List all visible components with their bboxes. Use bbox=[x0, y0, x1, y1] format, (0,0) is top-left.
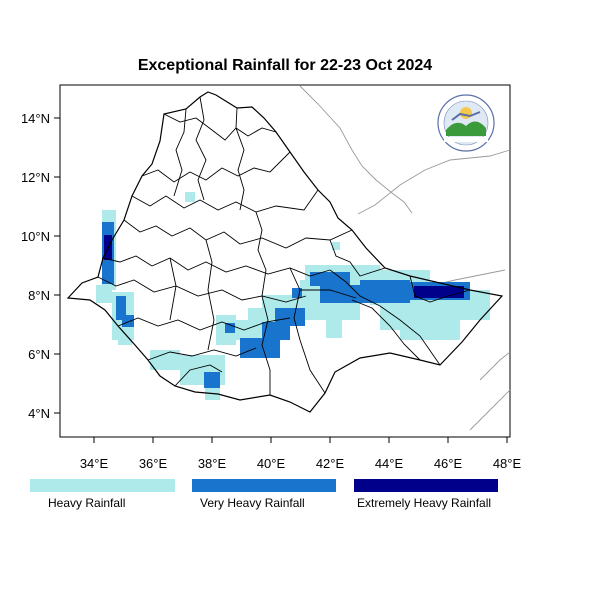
x-tick-label: 38°E bbox=[198, 456, 227, 471]
map-title: Exceptional Rainfall for 22-23 Oct 2024 bbox=[137, 57, 433, 74]
y-tick-label: 6°N bbox=[28, 347, 50, 362]
y-tick-label: 14°N bbox=[21, 111, 50, 126]
internal-boundaries bbox=[97, 96, 471, 395]
legend-swatch-very-heavy bbox=[192, 479, 336, 492]
y-axis-ticks bbox=[54, 117, 60, 414]
rainfall-cells bbox=[96, 192, 490, 400]
ethiopia-border bbox=[66, 91, 504, 413]
x-axis-ticks bbox=[93, 437, 508, 443]
y-tick-label: 4°N bbox=[28, 406, 50, 421]
x-tick-label: 36°E bbox=[139, 456, 168, 471]
y-tick-label: 8°N bbox=[28, 288, 50, 303]
y-axis-tick-labels: 4°N 6°N 8°N 10°N 12°N 14°N bbox=[21, 111, 50, 421]
legend-label-heavy: Heavy Rainfall bbox=[48, 496, 126, 510]
y-tick-label: 12°N bbox=[21, 170, 50, 185]
x-tick-label: 40°E bbox=[257, 456, 286, 471]
x-tick-label: 48°E bbox=[493, 456, 522, 471]
legend-label-very-heavy: Very Heavy Rainfall bbox=[200, 496, 305, 510]
x-tick-label: 44°E bbox=[375, 456, 404, 471]
x-tick-label: 42°E bbox=[316, 456, 345, 471]
legend-swatch-extreme bbox=[354, 479, 498, 492]
ethiopian-meteorology-institute-logo bbox=[437, 94, 495, 152]
y-tick-label: 10°N bbox=[21, 229, 50, 244]
plot-frame bbox=[59, 84, 511, 438]
x-tick-label: 34°E bbox=[80, 456, 109, 471]
x-axis-tick-labels: 34°E 36°E 38°E 40°E 42°E 44°E 46°E 48°E bbox=[80, 456, 522, 471]
legend-swatch-heavy bbox=[30, 479, 175, 492]
legend-label-extreme: Extremely Heavy Rainfall bbox=[357, 496, 492, 510]
x-tick-label: 46°E bbox=[434, 456, 463, 471]
